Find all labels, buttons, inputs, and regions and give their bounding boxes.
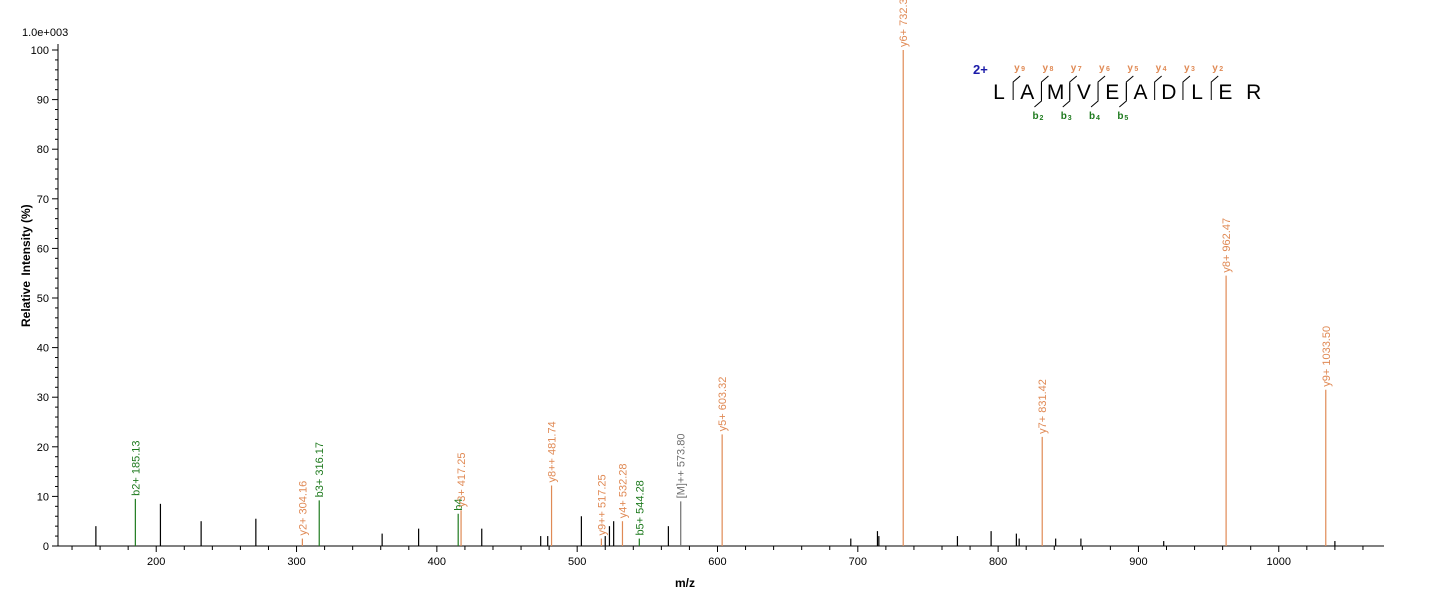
peaks [95, 50, 1336, 546]
x-tick-label: 900 [1129, 556, 1147, 568]
y-ion-marker: y [1156, 63, 1162, 74]
peak-label: y7+ 831.42 [1037, 379, 1049, 434]
y-tick-label: 10 [37, 491, 49, 503]
y-ion-number: 6 [1106, 66, 1110, 73]
y-ion-number: 7 [1078, 66, 1082, 73]
y-ion-bracket [1069, 75, 1078, 100]
y-ion-bracket [1012, 75, 1021, 100]
charge-state: 2+ [973, 62, 988, 77]
y-tick-label: 70 [37, 194, 49, 206]
sequence-residue: L [1191, 81, 1203, 104]
b-ion-bracket [1119, 83, 1127, 108]
y-ion-bracket [1125, 75, 1134, 100]
y-ion-number: 9 [1021, 66, 1025, 73]
y-tick-label: 100 [31, 45, 49, 57]
y-ion-bracket [1154, 75, 1162, 100]
peak-label: y8+ 962.47 [1221, 218, 1233, 273]
y-axis-label-part-1: Relative [19, 281, 33, 327]
sequence-residue: L [993, 81, 1005, 104]
b-ion-marker: b [1089, 111, 1095, 122]
y-ion-marker: y [1042, 63, 1048, 74]
y-tick-label: 90 [37, 95, 49, 107]
sequence-residue: D [1161, 81, 1176, 104]
x-tick-label: 1000 [1267, 556, 1291, 568]
y-ion-number: 8 [1049, 66, 1053, 73]
b-ion-marker: b [1061, 111, 1067, 122]
x-tick-label: 600 [708, 556, 726, 568]
x-tick-label: 400 [428, 556, 446, 568]
b-ion-bracket [1034, 83, 1042, 108]
scale-label: 1.0e+003 [22, 27, 68, 39]
y-tick-label: 40 [37, 343, 49, 355]
peak-label: b4 [453, 499, 465, 511]
sequence-residue: A [1133, 81, 1147, 104]
y-ion-marker: y [1127, 63, 1133, 74]
y-ion-bracket [1182, 75, 1191, 100]
axes: 0 10 20 30 40 50 60 70 80 90 100 200 300 400 500 600 700… [31, 44, 1384, 568]
y-ion-marker: y [1071, 63, 1077, 74]
peak-label: y8++ 481.74 [547, 421, 559, 482]
y-ion-number: 5 [1134, 66, 1138, 73]
peak-label: y5+ 603.32 [717, 377, 729, 432]
x-axis-label: m/z [675, 576, 695, 590]
peak-label: y3+ 417.25 [456, 453, 468, 508]
b-ion-marker: b [1032, 111, 1038, 122]
sequence-residue: R [1246, 81, 1261, 104]
b-ion-number: 5 [1124, 115, 1128, 122]
y-ion-marker: y [1014, 63, 1020, 74]
y-ion-marker: y [1184, 63, 1190, 74]
b-ion-bracket [1090, 83, 1099, 108]
y-ion-number: 3 [1191, 66, 1195, 73]
y-ion-bracket [1097, 75, 1106, 100]
b-ion-marker: b [1117, 111, 1123, 122]
y-axis-label-part-2: Intensity (%) [19, 204, 33, 275]
sequence-residue: E [1218, 81, 1232, 104]
x-tick-label: 700 [849, 556, 867, 568]
x-tick-label: 300 [287, 556, 305, 568]
sequence-residue: M [1047, 81, 1065, 104]
peak-label: [M]++ 573.80 [676, 434, 688, 499]
y-tick-label: 0 [43, 541, 49, 553]
peak-label: y4+ 532.28 [617, 463, 629, 518]
y-ion-bracket [1210, 75, 1219, 100]
peak-label: b3+ 316.17 [314, 442, 326, 497]
y-ion-marker: y [1099, 63, 1105, 74]
y-tick-label: 80 [37, 144, 49, 156]
sequence-residue: E [1105, 81, 1119, 104]
peak-label: y6+ 732.36 [898, 0, 910, 47]
b-ion-number: 4 [1096, 115, 1100, 122]
y-tick-label: 30 [37, 392, 49, 404]
y-tick-label: 60 [37, 243, 49, 255]
peak-label: y9+ 1033.50 [1321, 326, 1333, 387]
y-ion-marker: y [1212, 63, 1218, 74]
peak-label: y2+ 304.16 [297, 481, 309, 536]
y-tick-label: 50 [37, 293, 49, 305]
y-ion-number: 4 [1163, 66, 1167, 73]
peptide-sequence: 2+ L A M V E A D L E Ry 9 y 8 y 7 y 6 y 5 y 4 y 3 y 2b 2 b 3 b 4 b 5 [973, 62, 1261, 122]
b-ion-number: 3 [1068, 115, 1072, 122]
y-ion-number: 2 [1219, 66, 1223, 73]
peak-label: b5+ 544.28 [634, 480, 646, 535]
b-ion-number: 2 [1039, 115, 1043, 122]
x-tick-label: 800 [989, 556, 1007, 568]
peak-label: y9++ 517.25 [596, 474, 608, 535]
x-tick-label: 200 [147, 556, 165, 568]
x-tick-label: 500 [568, 556, 586, 568]
peak-label: b2+ 185.13 [130, 441, 142, 496]
y-tick-label: 20 [37, 442, 49, 454]
y-axis-label: Relative Intensity (%) [19, 204, 33, 327]
sequence-residue: V [1077, 81, 1091, 104]
sequence-residue: A [1020, 81, 1034, 104]
b-ion-bracket [1062, 83, 1071, 108]
